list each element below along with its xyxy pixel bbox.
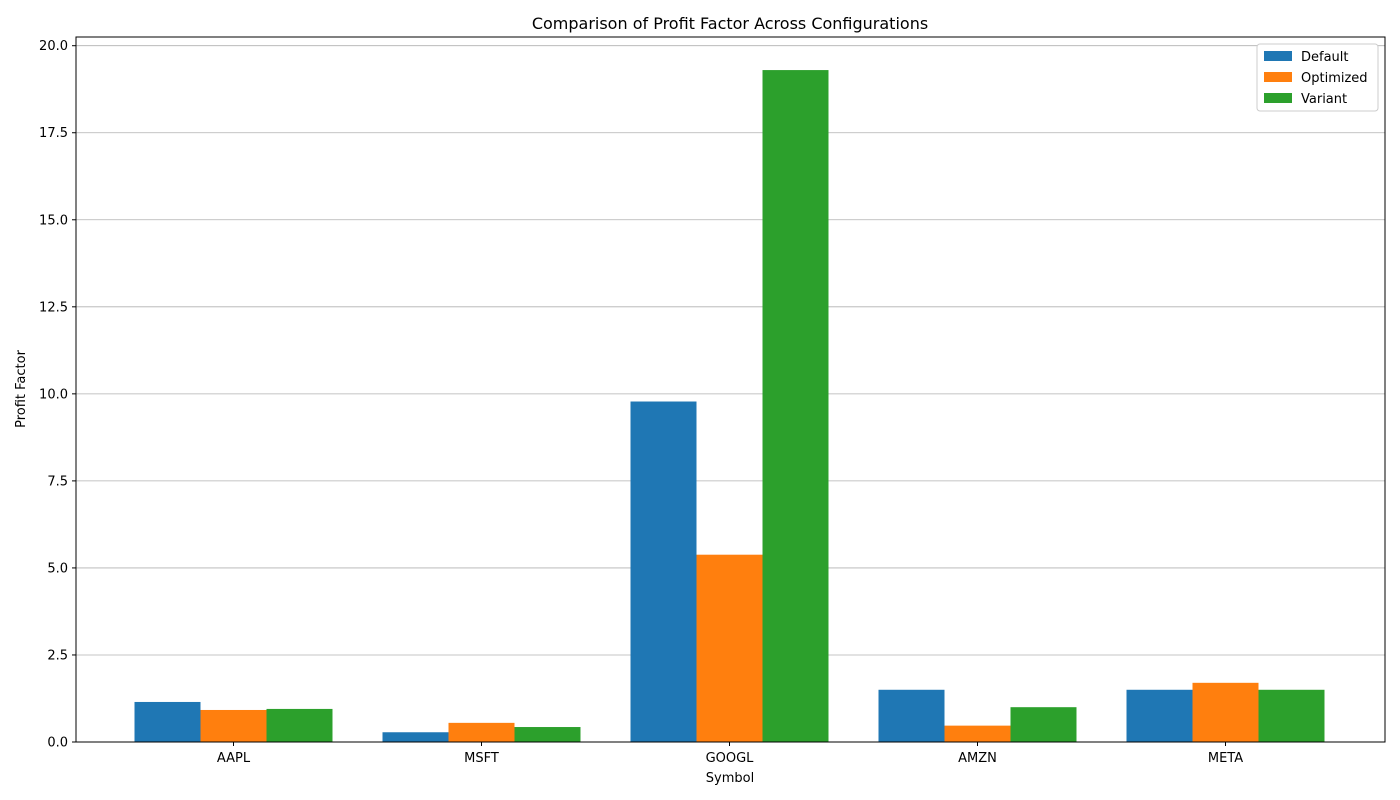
y-grid [76,45,1385,743]
x-tick-label: AAPL [217,751,251,766]
legend-swatch-variant [1264,93,1292,103]
bar-default-aapl [134,701,201,742]
bar-variant-aapl [266,708,333,742]
plot-frame [75,36,1386,743]
bar-optimized-aapl [200,709,267,742]
y-axis-ticks: 0.0 2.5 5.0 7.5 10.0 12.5 15.0 17.5 20.0 [39,39,76,751]
bar-variant-msft [514,727,581,742]
x-tick-label: GOOGL [706,751,755,766]
legend-swatch-default [1264,51,1292,61]
bar-default-googl [630,401,697,742]
bar-variant-googl [762,70,829,742]
bar-variant-meta [1258,689,1325,742]
x-axis-ticks: AAPL MSFT GOOGL AMZN META [217,742,1243,766]
y-tick-label: 20.0 [39,39,68,54]
x-axis-label: Symbol [706,771,754,786]
x-tick-label: AMZN [958,751,997,766]
chart-title: Comparison of Profit Factor Across Confi… [532,14,928,33]
y-tick-label: 17.5 [39,126,68,141]
y-axis-label: Profit Factor [14,349,29,427]
x-tick-label: MSFT [464,751,499,766]
bar-optimized-amzn [944,725,1011,742]
bar-optimized-googl [696,554,763,742]
bar-variant-amzn [1010,707,1077,742]
bar-default-meta [1126,689,1193,742]
y-tick-label: 15.0 [39,213,68,228]
bar-optimized-msft [448,722,515,742]
bar-optimized-meta [1192,682,1259,742]
legend-label-variant: Variant [1301,92,1347,107]
y-tick-label: 7.5 [47,474,68,489]
y-tick-label: 12.5 [39,300,68,315]
legend-label-default: Default [1301,50,1349,65]
legend-label-optimized: Optimized [1301,71,1368,86]
x-tick-label: META [1208,751,1243,766]
bar-default-amzn [878,689,945,742]
y-tick-label: 0.0 [47,736,68,751]
y-tick-label: 10.0 [39,387,68,402]
legend: Default Optimized Variant [1256,43,1379,112]
y-tick-label: 5.0 [47,561,68,576]
legend-swatch-optimized [1264,72,1292,82]
bars [134,70,1325,742]
bar-default-msft [382,732,449,742]
y-tick-label: 2.5 [47,648,68,663]
